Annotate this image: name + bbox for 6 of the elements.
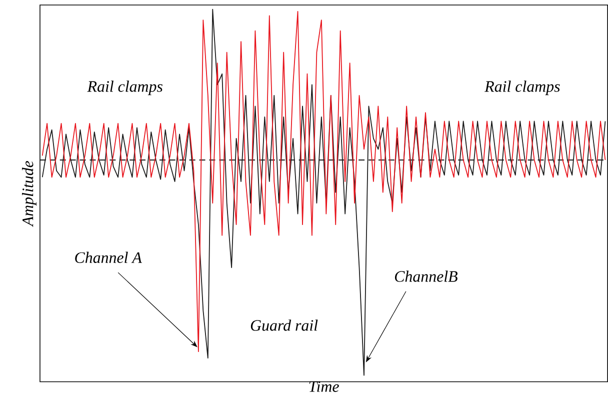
y-axis-title: Amplitude — [22, 161, 36, 228]
annotation: Guard rail — [250, 320, 318, 331]
annotation: Rail clamps — [87, 80, 162, 96]
annotation: Channel A — [75, 252, 142, 264]
annotation: ChannelB — [394, 270, 458, 282]
annotation: Rail clamps — [484, 80, 560, 96]
